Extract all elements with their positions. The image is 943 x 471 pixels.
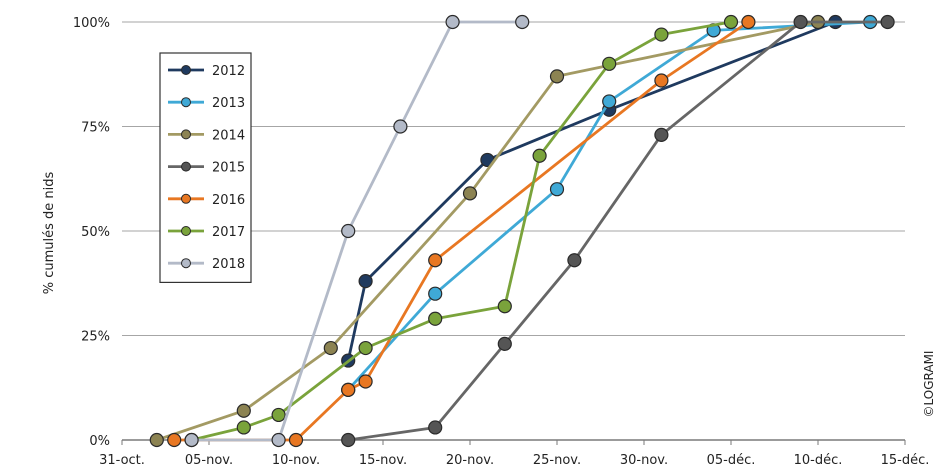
- data-point: [428, 253, 443, 268]
- series-group: [149, 14, 895, 448]
- data-point: [654, 127, 669, 142]
- legend-marker: [181, 161, 191, 172]
- legend-marker: [181, 129, 191, 140]
- legend-label: 2013: [212, 96, 245, 111]
- x-tick-label: 15-nov.: [359, 453, 407, 468]
- data-point: [428, 420, 443, 435]
- data-point: [323, 340, 338, 356]
- x-tick-label: 10-nov.: [272, 453, 320, 468]
- legend-label: 2018: [212, 257, 245, 272]
- data-point: [723, 14, 739, 30]
- y-tick-label: 100%: [73, 16, 110, 31]
- legend-label: 2012: [212, 64, 245, 79]
- data-point: [549, 69, 565, 84]
- data-point: [341, 382, 356, 397]
- series-2015: [341, 14, 895, 448]
- data-point: [428, 311, 443, 326]
- data-point: [497, 336, 512, 351]
- x-tick-label: 05-nov.: [185, 453, 233, 468]
- legend-item-2017: 2017: [168, 225, 245, 240]
- x-tick-label: 25-nov.: [533, 453, 581, 468]
- data-point: [880, 14, 895, 30]
- data-point: [654, 73, 669, 88]
- legend-marker: [181, 97, 191, 108]
- x-tick-label: 05-déc.: [707, 453, 756, 468]
- data-point: [358, 274, 373, 289]
- data-point: [149, 432, 164, 448]
- data-point: [497, 299, 512, 314]
- legend: 2012 2013 2014 2015 2016 2017 2018: [159, 52, 252, 283]
- legend-label: 2017: [212, 225, 245, 240]
- legend-marker: [181, 65, 191, 75]
- data-point: [602, 94, 617, 109]
- y-tick-label: 25%: [81, 330, 110, 345]
- legend-item-2013: 2013: [168, 96, 245, 111]
- data-point: [358, 374, 373, 389]
- legend-item-2016: 2016: [168, 193, 245, 208]
- data-point: [341, 223, 356, 239]
- x-tick-label: 15-déc.: [881, 453, 930, 468]
- legend-marker: [181, 226, 191, 236]
- legend-marker: [181, 193, 191, 204]
- series-2013: [341, 14, 878, 397]
- credit-text: ©LOGRAMI: [922, 351, 936, 418]
- legend-label: 2016: [212, 193, 245, 208]
- data-point: [532, 148, 547, 163]
- legend-item-2018: 2018: [168, 257, 245, 272]
- data-point: [793, 14, 808, 30]
- series-2014-line: [156, 20, 819, 442]
- data-point: [271, 432, 286, 448]
- data-point: [271, 407, 286, 423]
- x-tick-label: 10-déc.: [794, 453, 843, 468]
- data-point: [602, 56, 617, 71]
- x-tick-label: 30-nov.: [620, 453, 668, 468]
- data-point: [428, 286, 443, 301]
- series-2016: [167, 14, 756, 448]
- y-axis-label: % cumulés de nids: [42, 172, 57, 295]
- legend-label: 2014: [212, 128, 245, 143]
- data-point: [462, 186, 478, 201]
- data-point: [515, 14, 530, 30]
- data-point: [549, 182, 565, 197]
- series-2018-line: [191, 20, 523, 442]
- data-point: [288, 432, 304, 448]
- y-tick-label: 0%: [89, 434, 110, 449]
- data-point: [741, 14, 756, 30]
- data-point: [654, 27, 669, 42]
- x-tick-label: 20-nov.: [446, 453, 494, 468]
- series-2017-line: [191, 20, 732, 442]
- data-point: [445, 14, 460, 30]
- data-point: [358, 340, 373, 356]
- legend-label: 2015: [212, 161, 245, 176]
- series-2018: [184, 14, 530, 448]
- y-tick-label: 75%: [81, 121, 110, 136]
- data-point: [341, 432, 356, 448]
- data-point: [393, 119, 408, 134]
- legend-item-2014: 2014: [168, 128, 245, 143]
- legend-item-2012: 2012: [168, 64, 245, 79]
- data-point: [167, 432, 182, 448]
- y-tick-label: 50%: [81, 225, 110, 240]
- series-2014: [149, 14, 826, 448]
- data-point: [236, 420, 251, 435]
- legend-marker: [181, 258, 191, 269]
- x-tick-label: 31-oct.: [99, 453, 145, 468]
- data-point: [567, 253, 582, 268]
- legend-item-2015: 2015: [168, 161, 245, 176]
- data-point: [184, 432, 199, 448]
- data-point: [236, 403, 251, 418]
